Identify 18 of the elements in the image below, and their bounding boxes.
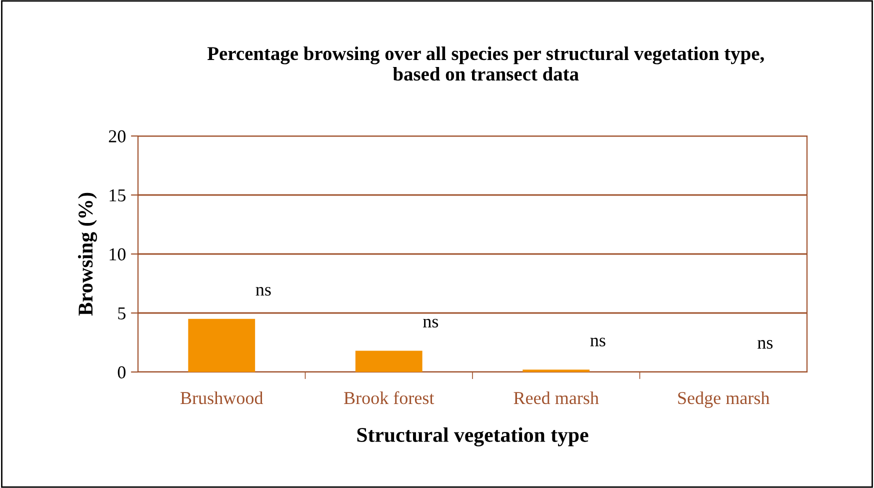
y-tick-label: 10 bbox=[110, 248, 126, 260]
y-tick-label: 0 bbox=[118, 366, 126, 378]
y-tick-label: 15 bbox=[110, 189, 126, 202]
y-axis-title: Browsing (%) bbox=[78, 192, 98, 316]
x-tick-label: Reed marsh bbox=[514, 391, 599, 404]
y-tick-label: 5 bbox=[118, 307, 126, 320]
chart-title: Percentage browsing over all species per structural vegetation type, based on transect data bbox=[207, 46, 764, 81]
x-tick-label: Brushwood bbox=[180, 391, 264, 404]
bar bbox=[188, 318, 256, 372]
x-tick-label: Sedge marsh bbox=[678, 391, 770, 408]
bar bbox=[355, 350, 422, 372]
y-tick-label: 20 bbox=[108, 130, 126, 142]
annotation: ns bbox=[590, 338, 606, 346]
annotation: ns bbox=[256, 286, 271, 296]
x-tick-label: Brook forest bbox=[344, 391, 434, 404]
x-axis-title: Structural vegetation type bbox=[357, 427, 588, 446]
annotation: ns bbox=[423, 318, 438, 328]
annotation: ns bbox=[758, 340, 773, 349]
